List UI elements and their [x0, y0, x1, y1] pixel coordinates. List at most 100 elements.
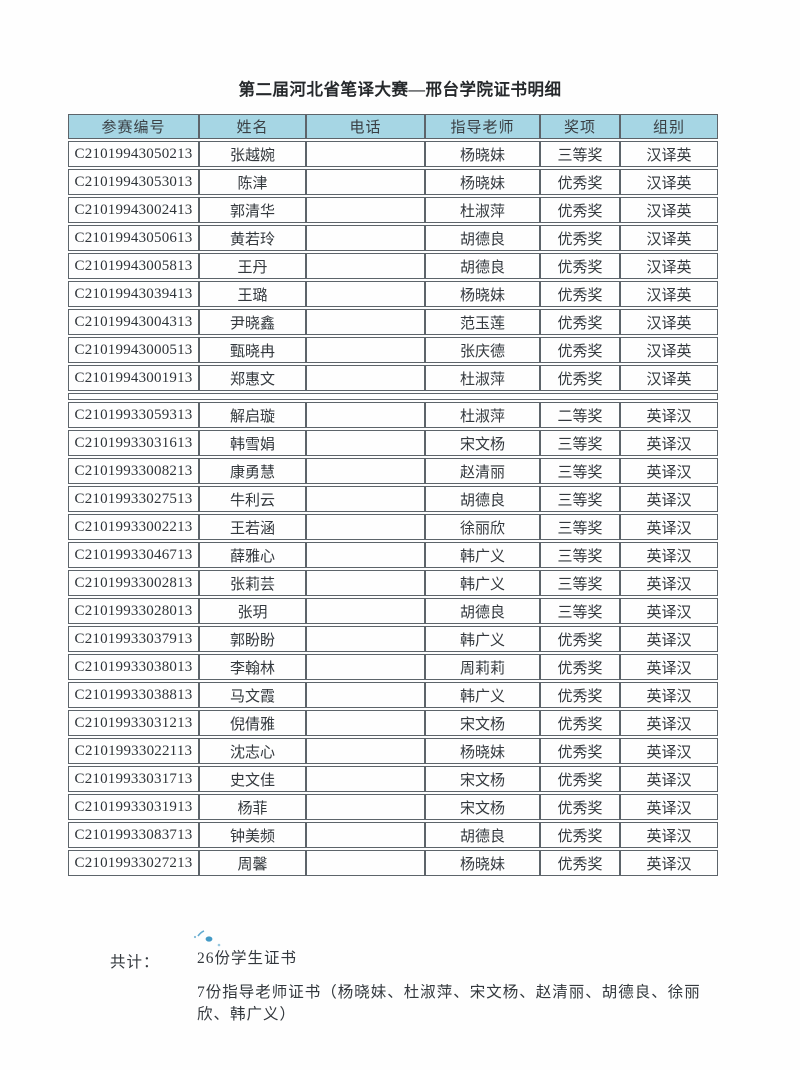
name-cell: 韩雪娟: [199, 430, 306, 456]
teacher-cell: 胡德良: [425, 225, 540, 251]
phone-cell: [306, 766, 425, 792]
phone-cell: [306, 850, 425, 876]
table-row: C21019943000513 甄晓冉 张庆德 优秀奖 汉译英: [68, 337, 718, 363]
entry-id-cell: C21019933031613: [68, 430, 199, 456]
group-cell: 英译汉: [620, 458, 718, 484]
table-row: C21019933027213 周馨 杨晓妹 优秀奖 英译汉: [68, 850, 718, 876]
group-cell: 英译汉: [620, 542, 718, 568]
award-cell: 优秀奖: [540, 309, 620, 335]
phone-cell: [306, 169, 425, 195]
entry-id-cell: C21019933038013: [68, 654, 199, 680]
award-cell: 优秀奖: [540, 281, 620, 307]
name-cell: 郭盼盼: [199, 626, 306, 652]
award-cell: 三等奖: [540, 570, 620, 596]
entry-id-cell: C21019933028013: [68, 598, 199, 624]
award-cell: 优秀奖: [540, 794, 620, 820]
certificate-table-container: 参赛编号 姓名 电话 指导老师 奖项 组别 C21019943050213 张越婉 杨晓妹 三等…: [68, 112, 718, 878]
table-row: C21019943053013 陈津 杨晓妹 优秀奖 汉译英: [68, 169, 718, 195]
entry-id-cell: C21019933038813: [68, 682, 199, 708]
teacher-cell: 徐丽欣: [425, 514, 540, 540]
summary-total-label: 共计：: [110, 954, 160, 971]
phone-cell: [306, 822, 425, 848]
teacher-cell: 胡德良: [425, 822, 540, 848]
award-cell: 三等奖: [540, 598, 620, 624]
group-cell: 英译汉: [620, 626, 718, 652]
name-cell: 史文佳: [199, 766, 306, 792]
phone-cell: [306, 710, 425, 736]
phone-cell: [306, 281, 425, 307]
name-cell: 王丹: [199, 253, 306, 279]
table-row: C21019943002413 郭清华 杜淑萍 优秀奖 汉译英: [68, 197, 718, 223]
header-row: 参赛编号 姓名 电话 指导老师 奖项 组别: [68, 114, 718, 139]
column-header: 姓名: [199, 114, 306, 139]
table-row: C21019933031913 杨菲 宋文杨 优秀奖 英译汉: [68, 794, 718, 820]
teacher-cell: 胡德良: [425, 598, 540, 624]
entry-id-cell: C21019933046713: [68, 542, 199, 568]
teacher-cell: 杨晓妹: [425, 281, 540, 307]
name-cell: 倪倩雅: [199, 710, 306, 736]
name-cell: 张玥: [199, 598, 306, 624]
table-body: C21019943050213 张越婉 杨晓妹 三等奖 汉译英 C210199430530…: [68, 141, 718, 876]
group-cell: 英译汉: [620, 654, 718, 680]
award-cell: 三等奖: [540, 514, 620, 540]
group-cell: 英译汉: [620, 682, 718, 708]
teacher-cell: 杨晓妹: [425, 169, 540, 195]
entry-id-cell: C21019933031713: [68, 766, 199, 792]
teacher-cell: 杨晓妹: [425, 738, 540, 764]
name-cell: 张越婉: [199, 141, 306, 167]
table-row: C21019933022113 沈志心 杨晓妹 优秀奖 英译汉: [68, 738, 718, 764]
teacher-cell: 杨晓妹: [425, 141, 540, 167]
group-cell: 汉译英: [620, 169, 718, 195]
phone-cell: [306, 309, 425, 335]
table-row: C21019943005813 王丹 胡德良 优秀奖 汉译英: [68, 253, 718, 279]
entry-id-cell: C21019933002813: [68, 570, 199, 596]
group-cell: 英译汉: [620, 514, 718, 540]
name-cell: 张莉芸: [199, 570, 306, 596]
table-row: C21019933008213 康勇慧 赵清丽 三等奖 英译汉: [68, 458, 718, 484]
entry-id-cell: C21019933059313: [68, 402, 199, 428]
table-row: C21019943050613 黄若玲 胡德良 优秀奖 汉译英: [68, 225, 718, 251]
group-cell: 汉译英: [620, 365, 718, 391]
group-cell: 汉译英: [620, 281, 718, 307]
phone-cell: [306, 486, 425, 512]
teacher-cell: 宋文杨: [425, 766, 540, 792]
name-cell: 甄晓冉: [199, 337, 306, 363]
teacher-cell: 胡德良: [425, 486, 540, 512]
phone-cell: [306, 794, 425, 820]
entry-id-cell: C21019943001913: [68, 365, 199, 391]
entry-id-cell: C21019943002413: [68, 197, 199, 223]
phone-cell: [306, 365, 425, 391]
table-row: C21019933046713 薛雅心 韩广义 三等奖 英译汉: [68, 542, 718, 568]
group-cell: 汉译英: [620, 337, 718, 363]
name-cell: 陈津: [199, 169, 306, 195]
phone-cell: [306, 738, 425, 764]
table-row: C21019943050213 张越婉 杨晓妹 三等奖 汉译英: [68, 141, 718, 167]
entry-id-cell: C21019933002213: [68, 514, 199, 540]
phone-cell: [306, 598, 425, 624]
section-separator-cell: [68, 393, 718, 400]
award-cell: 优秀奖: [540, 850, 620, 876]
teacher-cell: 张庆德: [425, 337, 540, 363]
name-cell: 李翰林: [199, 654, 306, 680]
name-cell: 沈志心: [199, 738, 306, 764]
award-cell: 优秀奖: [540, 822, 620, 848]
group-cell: 汉译英: [620, 253, 718, 279]
entry-id-cell: C21019943039413: [68, 281, 199, 307]
award-cell: 优秀奖: [540, 253, 620, 279]
table-row: C21019933028013 张玥 胡德良 三等奖 英译汉: [68, 598, 718, 624]
award-cell: 优秀奖: [540, 169, 620, 195]
phone-cell: [306, 141, 425, 167]
name-cell: 王若涵: [199, 514, 306, 540]
name-cell: 马文霞: [199, 682, 306, 708]
award-cell: 二等奖: [540, 402, 620, 428]
teacher-cell: 杨晓妹: [425, 850, 540, 876]
phone-cell: [306, 225, 425, 251]
table-row: C21019933059313 解启璇 杜淑萍 二等奖 英译汉: [68, 402, 718, 428]
entry-id-cell: C21019943050213: [68, 141, 199, 167]
ink-smudge: [193, 930, 221, 947]
phone-cell: [306, 682, 425, 708]
phone-cell: [306, 514, 425, 540]
table-row: C21019933038013 李翰林 周莉莉 优秀奖 英译汉: [68, 654, 718, 680]
phone-cell: [306, 570, 425, 596]
